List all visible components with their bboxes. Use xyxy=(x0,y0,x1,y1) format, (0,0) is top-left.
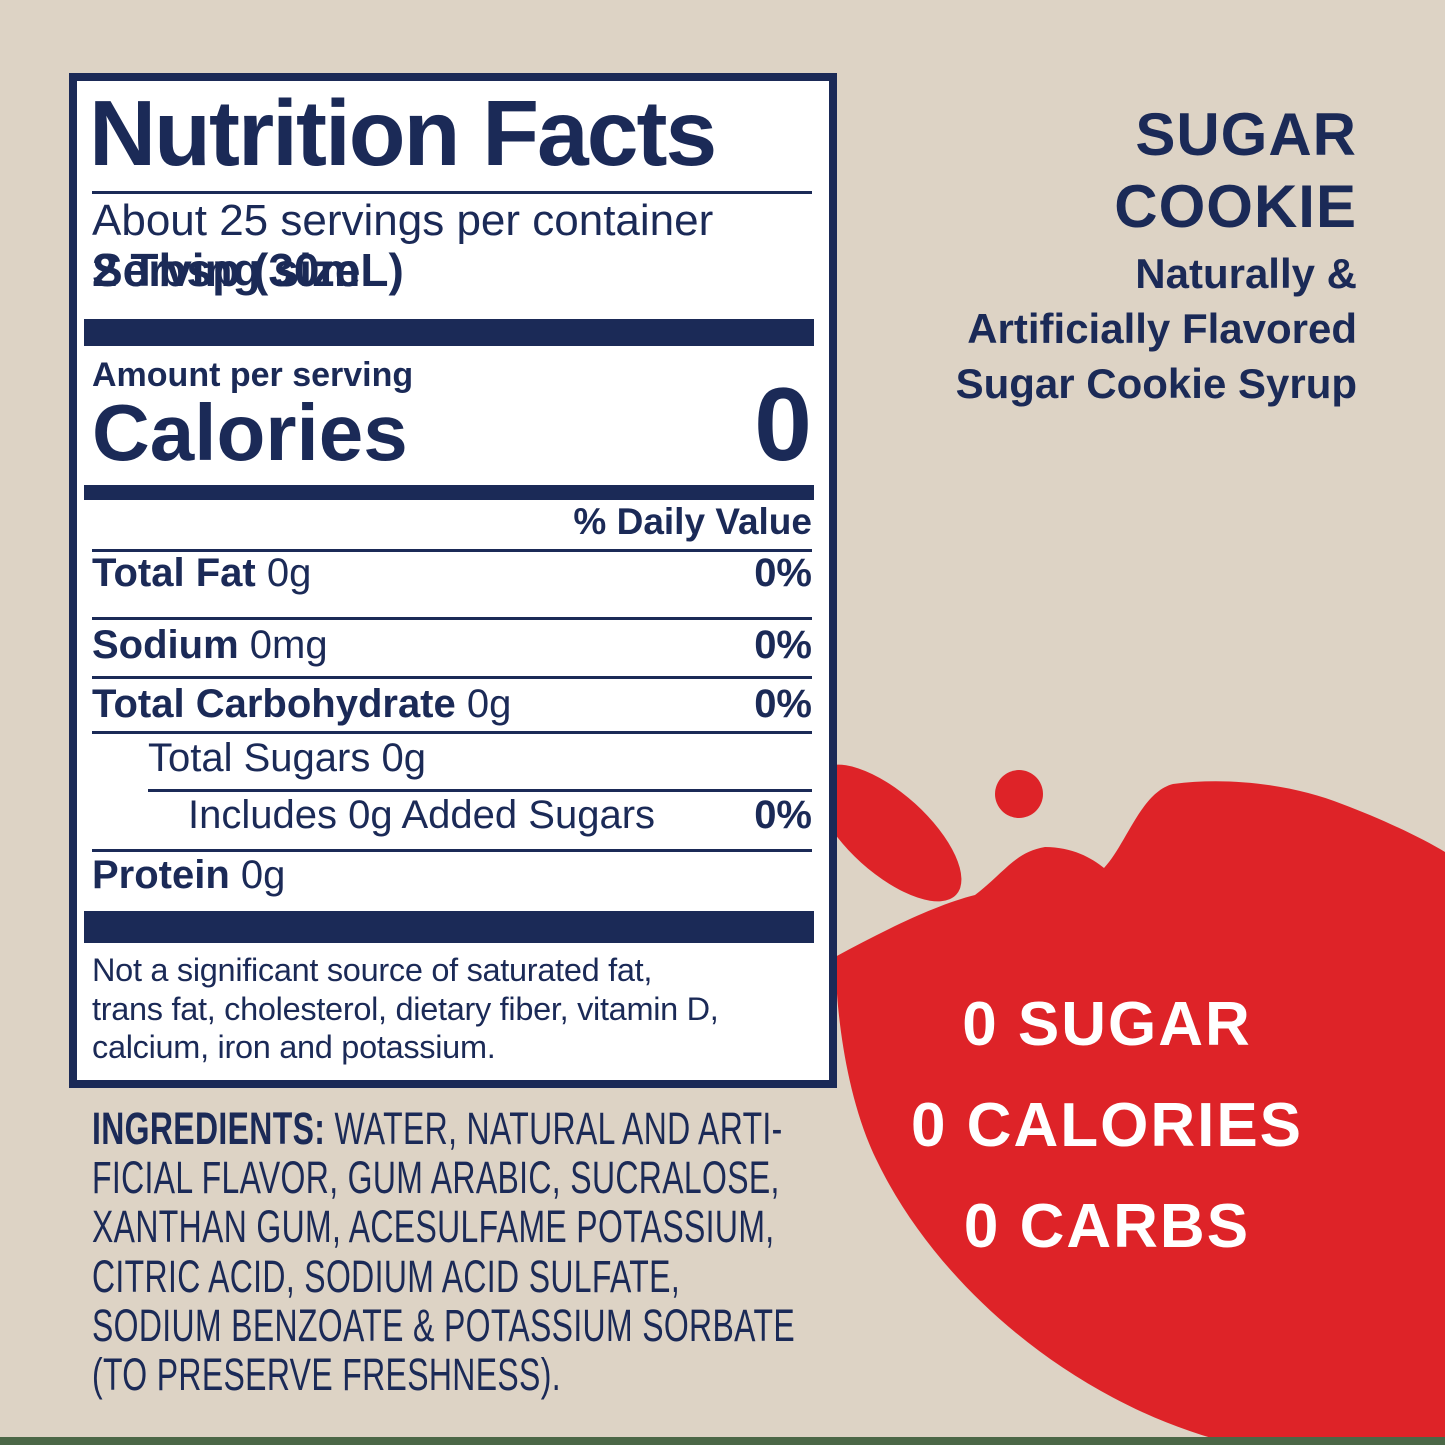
claim-sugar: 0 SUGAR xyxy=(962,990,1252,1059)
divider-indented xyxy=(148,789,812,792)
ingredients-line: FICIAL FLAVOR, GUM ARABIC, SUCRALOSE, xyxy=(92,1152,780,1204)
divider xyxy=(92,549,812,552)
ingredients-text: WATER, NATURAL AND ARTI- xyxy=(334,1103,783,1154)
splat-arm xyxy=(814,764,962,902)
nutrient-name: Total Carbohydrate xyxy=(92,682,456,726)
footnote-line: trans fat, cholesterol, dietary fiber, v… xyxy=(92,990,719,1027)
footnote-line: Not a significant source of saturated fa… xyxy=(92,952,653,988)
ingredients-line: XANTHAN GUM, ACESULFAME POTASSIUM, xyxy=(92,1201,775,1253)
footnote-line: calcium, iron and potassium. xyxy=(92,1029,496,1065)
calories-row: Calories 0 xyxy=(92,373,812,477)
thick-divider xyxy=(84,319,814,346)
splat-dot xyxy=(995,770,1043,818)
ingredients-label: INGREDIENTS: xyxy=(92,1103,326,1154)
ingredients-line: SODIUM BENZOATE & POTASSIUM SORBATE xyxy=(92,1299,795,1351)
nutrient-row-added-sugars: Includes 0g Added Sugars 0% xyxy=(92,795,812,835)
flavor-title-line1: SUGAR xyxy=(1135,101,1357,168)
claim-calories: 0 CALORIES xyxy=(910,1091,1304,1160)
nutrient-name: Total Sugars xyxy=(148,736,371,780)
flavor-heading: SUGAR COOKIE Naturally & Artificially Fl… xyxy=(956,99,1357,411)
serving-size-label: Serving size xyxy=(92,244,361,296)
ingredients-list: INGREDIENTS: WATER, NATURAL AND ARTI- FI… xyxy=(92,1104,795,1399)
ingredients-line: CITRIC ACID, SODIUM ACID SULFATE, xyxy=(92,1250,681,1302)
flavor-subtitle-line: Naturally & xyxy=(1135,250,1357,297)
nutrient-amount: 0mg xyxy=(249,623,328,667)
calories-label: Calories xyxy=(92,388,408,477)
nutrient-row-sodium: Sodium 0mg 0% xyxy=(92,625,812,665)
nutrient-amount: 0g xyxy=(466,682,512,726)
thick-divider xyxy=(84,911,814,943)
nutrient-dv: 0% xyxy=(754,623,812,667)
flavor-subtitle-line: Artificially Flavored xyxy=(967,305,1357,352)
nutrition-facts-title: Nutrition Facts xyxy=(89,81,717,185)
bottom-edge-strip xyxy=(0,1437,1445,1445)
splat-body xyxy=(835,781,1445,1445)
nutrient-name: Total Fat xyxy=(92,551,256,595)
nutrient-dv: 0% xyxy=(754,793,812,837)
thick-divider xyxy=(84,485,814,500)
divider xyxy=(92,617,812,620)
divider xyxy=(92,676,812,679)
serving-size-value: 2 Tbsp (30mL) xyxy=(92,244,404,296)
nutrient-row-protein: Protein 0g xyxy=(92,855,812,895)
nutrient-amount: 0g xyxy=(266,551,312,595)
nutrient-name: Sodium xyxy=(92,623,239,667)
ingredients-line: INGREDIENTS: WATER, NATURAL AND ARTI- xyxy=(92,1104,795,1153)
nutrient-row-total-sugars: Total Sugars 0g xyxy=(92,738,812,778)
ingredients-line: (TO PRESERVE FRESHNESS). xyxy=(92,1349,561,1401)
servings-per-container: About 25 servings per container xyxy=(92,196,714,245)
label-footnote: Not a significant source of saturated fa… xyxy=(92,951,812,1067)
nutrient-name: Protein xyxy=(92,853,230,897)
nutrient-row-total-fat: Total Fat 0g 0% xyxy=(92,553,812,593)
nutrient-row-total-carbohydrate: Total Carbohydrate 0g 0% xyxy=(92,684,812,724)
claim-carbs: 0 CARBS xyxy=(963,1192,1251,1261)
flavor-title-line2: COOKIE xyxy=(1114,173,1357,240)
zero-claims: 0 SUGAR 0 CALORIES 0 CARBS xyxy=(857,974,1357,1277)
calories-value: 0 xyxy=(754,367,812,483)
divider xyxy=(92,731,812,734)
divider xyxy=(92,849,812,852)
nutrient-dv: 0% xyxy=(754,551,812,595)
daily-value-header: % Daily Value xyxy=(573,501,812,542)
flavor-subtitle-line: Sugar Cookie Syrup xyxy=(955,360,1357,407)
amount-per-serving-label: Amount per serving xyxy=(92,356,414,394)
nutrient-amount: 0g xyxy=(240,853,286,897)
divider xyxy=(92,191,812,194)
nutrient-amount: 0g xyxy=(381,736,426,780)
nutrient-name: Includes 0g Added Sugars xyxy=(188,793,656,837)
nutrient-dv: 0% xyxy=(754,682,812,726)
nutrition-facts-label: Nutrition Facts About 25 servings per co… xyxy=(69,73,837,1088)
